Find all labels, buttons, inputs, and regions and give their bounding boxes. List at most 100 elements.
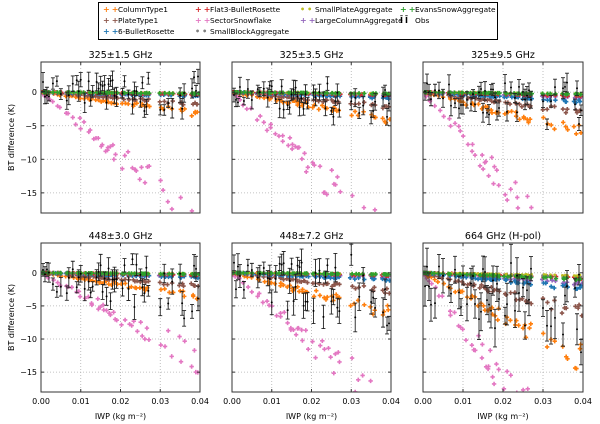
data-point [261, 120, 267, 125]
data-point [51, 277, 56, 283]
data-point [486, 173, 491, 179]
data-point [579, 313, 583, 318]
data-point [574, 286, 580, 292]
data-point [286, 104, 289, 107]
data-point [434, 302, 436, 305]
subplot-title: 448±7.2 GHz [280, 231, 344, 242]
data-point [59, 93, 62, 96]
subplot-title: 448±3.0 GHz [89, 231, 153, 242]
data-point [458, 291, 460, 294]
data-point [193, 232, 197, 236]
data-point [282, 262, 285, 265]
data-point [543, 275, 549, 280]
data-point [510, 262, 512, 265]
data-point [287, 135, 293, 140]
data-point [372, 296, 375, 299]
data-point [438, 265, 440, 268]
data-point [362, 274, 365, 277]
y-axis-label: BT difference (K) [7, 104, 16, 171]
data-point [529, 301, 534, 306]
data-point [435, 279, 441, 285]
data-point [236, 265, 239, 268]
plot-area [423, 72, 583, 227]
x-axis-label: IWP (kg m⁻²) [95, 412, 146, 421]
data-point [566, 81, 568, 84]
data-point [448, 83, 450, 86]
data-point [353, 286, 358, 291]
data-point [77, 115, 83, 121]
data-point [447, 116, 452, 121]
data-point [580, 351, 582, 354]
data-point [232, 261, 235, 264]
data-point [165, 282, 170, 287]
data-point [565, 356, 570, 361]
data-point [119, 281, 124, 287]
data-point [111, 79, 114, 82]
data-point [553, 273, 557, 277]
data-point [133, 305, 136, 308]
data-point [113, 152, 118, 157]
data-point [191, 310, 194, 313]
data-point [326, 264, 329, 267]
plus-marker-icon: ++ [195, 16, 213, 25]
data-point [51, 82, 54, 85]
legend-entry-columntype1: ++ColumnType1 [103, 5, 168, 14]
data-point [337, 359, 342, 365]
data-point [131, 103, 134, 106]
data-point [192, 348, 197, 353]
data-point [145, 266, 148, 269]
data-point [510, 86, 512, 89]
data-point [67, 276, 70, 279]
data-point [483, 159, 489, 164]
data-point [299, 327, 304, 333]
data-point [358, 295, 361, 298]
data-point [508, 373, 514, 378]
data-point [234, 288, 237, 291]
x-tick-label: 0.04 [382, 397, 400, 406]
data-point [157, 280, 163, 285]
data-point [548, 275, 553, 280]
x-axis-label: IWP (kg m⁻²) [477, 412, 528, 421]
data-point [506, 303, 508, 306]
data-point [580, 109, 582, 112]
data-point [508, 274, 513, 279]
data-point [362, 104, 365, 107]
data-point [492, 279, 494, 282]
series-obs [423, 72, 583, 131]
data-point [528, 321, 534, 326]
data-point [507, 101, 513, 107]
x-tick-label: 0.00 [414, 397, 432, 406]
data-point [258, 272, 261, 275]
data-point [330, 109, 333, 112]
data-point [317, 293, 323, 298]
data-point [109, 80, 112, 83]
data-point [550, 100, 552, 103]
data-point [302, 304, 305, 307]
data-point [328, 354, 333, 360]
x-axis-label: IWP (kg m⁻²) [286, 412, 337, 421]
data-point [354, 316, 357, 319]
data-point [382, 311, 385, 314]
data-point [520, 296, 525, 301]
data-point [576, 302, 582, 308]
data-point [298, 106, 301, 109]
data-point [270, 301, 273, 304]
data-point [490, 88, 492, 91]
data-point [352, 109, 358, 114]
data-point [322, 94, 325, 97]
data-point [191, 87, 194, 90]
data-point [388, 322, 391, 325]
data-point [77, 90, 80, 93]
data-point [189, 208, 195, 213]
data-point [385, 414, 389, 418]
data-point [491, 181, 496, 186]
data-point [146, 279, 151, 284]
data-point [86, 294, 91, 299]
data-point [45, 94, 48, 97]
data-point [476, 101, 481, 107]
data-point [43, 273, 46, 276]
data-point [300, 287, 305, 292]
data-point [303, 328, 309, 333]
data-point [527, 223, 531, 227]
data-point [189, 281, 194, 286]
